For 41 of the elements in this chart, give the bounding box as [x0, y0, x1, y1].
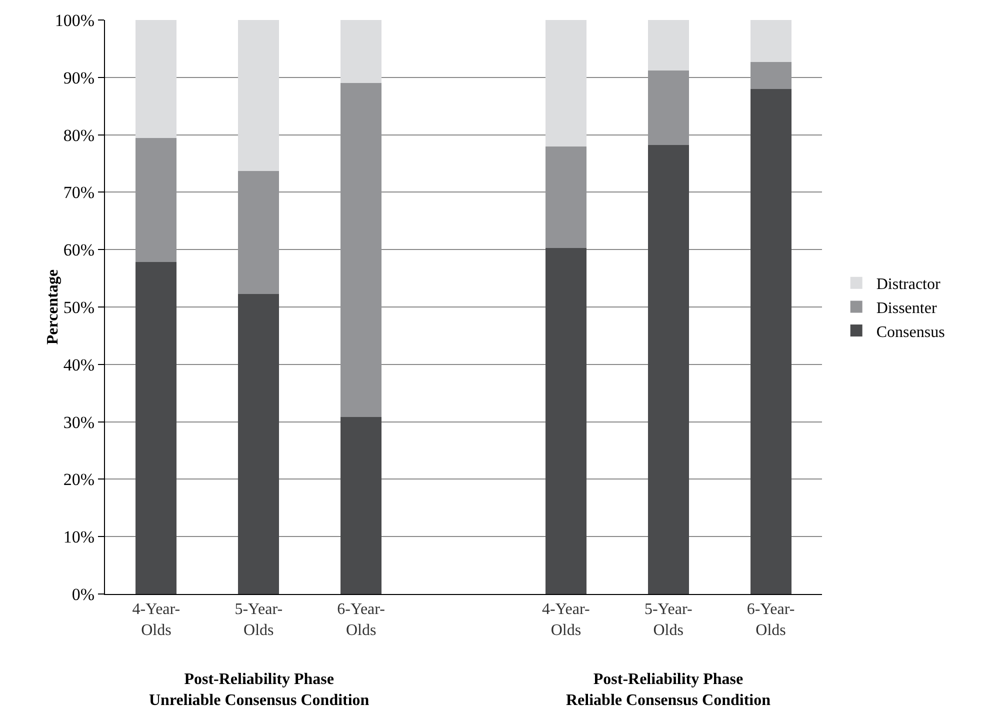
y-tick-label: 70% — [63, 183, 95, 202]
y-tick-label: 10% — [63, 528, 95, 547]
bar — [648, 20, 689, 71]
y-tick-label: 80% — [63, 126, 95, 145]
y-tick-label: 50% — [63, 298, 95, 317]
legend-label: Distractor — [876, 276, 941, 294]
bar — [648, 70, 689, 146]
x-tick-label: 6-Year-Olds — [337, 601, 385, 639]
bar — [545, 248, 586, 594]
x-tick-label: 4-Year-Olds — [542, 601, 590, 639]
y-axis-title: Percentage — [44, 269, 62, 345]
y-tick-label: 30% — [63, 412, 95, 432]
y-tick-label: 20% — [63, 470, 95, 490]
x-tick-label: 4-Year-Olds — [132, 601, 180, 639]
text: Post-Reliability Phase Unreliable Consensus Condition — [149, 671, 370, 709]
y-tick-label: 60% — [63, 240, 95, 260]
bar — [136, 262, 177, 594]
bar — [545, 20, 586, 146]
bar — [238, 20, 280, 171]
bar — [238, 294, 280, 594]
text: Post-Reliability Phase Reliable Consensus Condition — [566, 671, 771, 709]
bar — [340, 83, 382, 418]
bar — [750, 62, 792, 89]
bar — [238, 170, 280, 294]
bar — [136, 20, 177, 138]
x-tick-label: 5-Year-Olds — [644, 601, 692, 639]
bar — [648, 145, 689, 594]
bar — [340, 417, 382, 594]
legend-label: Consensus — [876, 324, 945, 341]
bar — [136, 138, 177, 262]
bar — [340, 20, 382, 84]
bar — [545, 146, 586, 248]
y-tick-label: 90% — [63, 68, 95, 88]
x-tick-label: 5-Year-Olds — [234, 601, 283, 639]
y-tick-label: 40% — [63, 355, 95, 374]
bar — [750, 88, 792, 594]
x-tick-label: 6-Year-Olds — [746, 601, 795, 639]
bar — [750, 20, 792, 62]
y-tick-label: 0% — [72, 584, 95, 604]
y-tick-label: 100% — [54, 10, 95, 30]
legend-label: Dissenter — [876, 300, 938, 317]
